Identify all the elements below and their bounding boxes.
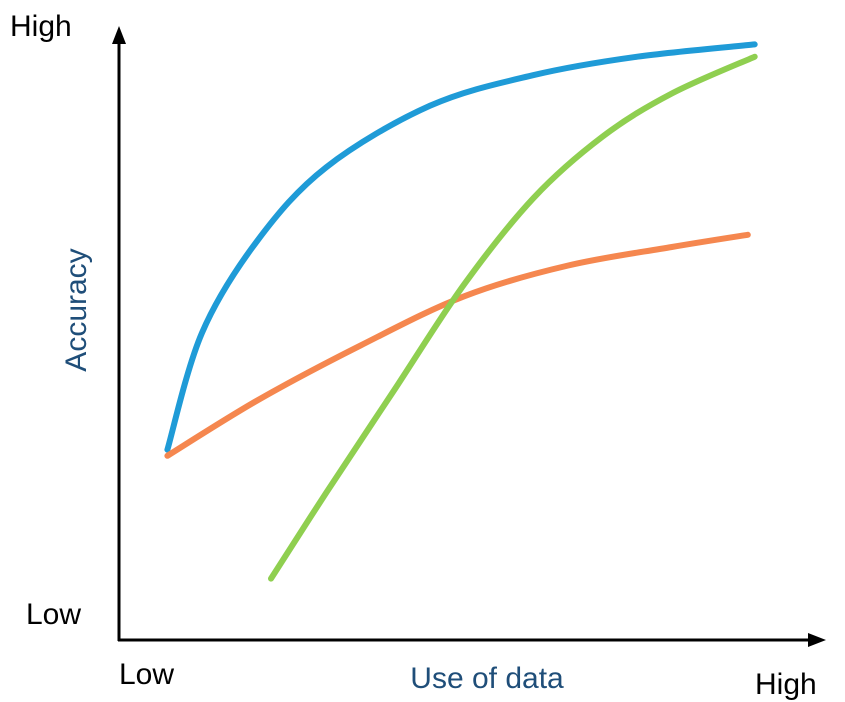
- y-tick-label-low: Low: [26, 598, 81, 631]
- x-tick-label-high: High: [755, 668, 817, 701]
- series-line-green: [268, 53, 758, 582]
- series-group: [164, 41, 758, 582]
- series-line-blue: [164, 41, 758, 453]
- x-axis-arrow: [808, 633, 826, 647]
- y-tick-label-high: High: [10, 10, 72, 43]
- series-line-orange: [164, 231, 751, 459]
- x-axis-title: Use of data: [410, 662, 564, 695]
- y-axis-arrow: [112, 26, 126, 44]
- x-tick-label-low: Low: [119, 658, 174, 691]
- y-axis-title: Accuracy: [60, 248, 93, 371]
